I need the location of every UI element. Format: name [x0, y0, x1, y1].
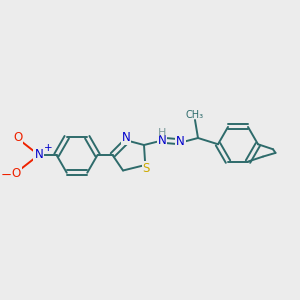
Text: N: N	[158, 134, 166, 147]
Text: S: S	[142, 161, 150, 175]
Text: N: N	[176, 135, 185, 148]
Text: O: O	[12, 167, 21, 180]
Text: N: N	[122, 131, 130, 144]
Text: +: +	[44, 143, 52, 153]
Text: O: O	[13, 131, 22, 144]
Text: −: −	[0, 169, 11, 182]
Text: H: H	[158, 128, 167, 137]
Text: CH₃: CH₃	[186, 110, 204, 121]
Text: N: N	[34, 148, 43, 161]
